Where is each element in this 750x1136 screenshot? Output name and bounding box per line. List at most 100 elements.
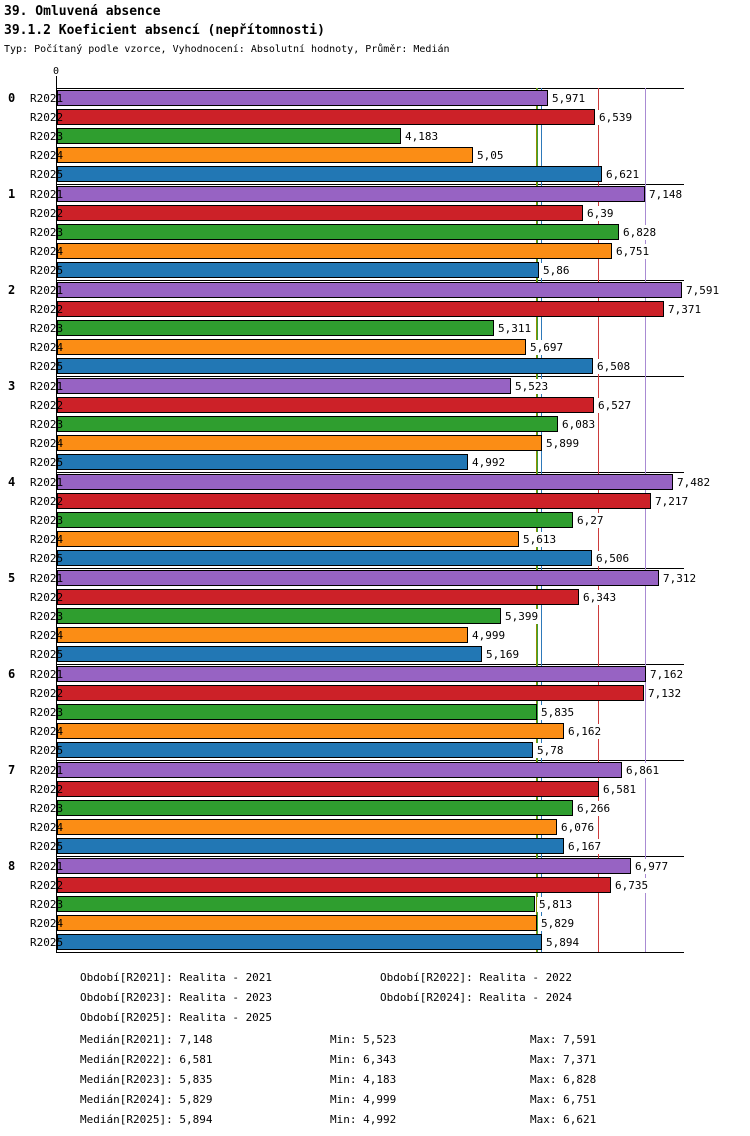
series-row-label: R2021 bbox=[30, 476, 64, 489]
legend-entry: Období[R2023]: Realita - 2023 bbox=[80, 991, 273, 1004]
series-row-label: R2024 bbox=[30, 341, 64, 354]
series-row-label: R2025 bbox=[30, 648, 64, 661]
bar-value-label: 5,78 bbox=[535, 743, 566, 758]
y-axis-line bbox=[56, 76, 57, 952]
bar-value-label: 5,697 bbox=[528, 340, 566, 355]
bar-value-label: 6,083 bbox=[560, 417, 598, 432]
stat-min: Min: 4,999 bbox=[330, 1093, 397, 1106]
bar-r2023-cat8 bbox=[57, 896, 535, 912]
bar-r2024-cat6 bbox=[57, 723, 564, 739]
bar-value-label: 7,312 bbox=[661, 571, 699, 586]
bar-r2021-cat2 bbox=[57, 282, 682, 298]
series-row-label: R2022 bbox=[30, 687, 64, 700]
stat-median: Medián[R2021]: 7,148 bbox=[80, 1033, 213, 1046]
series-row-label: R2024 bbox=[30, 821, 64, 834]
series-row-label: R2021 bbox=[30, 92, 64, 105]
bar-value-label: 5,523 bbox=[513, 379, 551, 394]
bar-r2023-cat0 bbox=[57, 128, 401, 144]
category-label: 3 bbox=[8, 379, 16, 393]
series-row-label: R2025 bbox=[30, 456, 64, 469]
bar-value-label: 5,829 bbox=[539, 916, 577, 931]
category-label: 5 bbox=[8, 571, 16, 585]
series-row-label: R2022 bbox=[30, 591, 64, 604]
series-row-label: R2024 bbox=[30, 917, 64, 930]
series-row-label: R2023 bbox=[30, 226, 64, 239]
bar-value-label: 6,508 bbox=[595, 359, 633, 374]
bar-r2024-cat0 bbox=[57, 147, 473, 163]
group-separator-line bbox=[56, 568, 684, 569]
bar-r2022-cat5 bbox=[57, 589, 579, 605]
group-separator-line bbox=[56, 88, 684, 89]
group-separator-line bbox=[56, 472, 684, 473]
group-separator-line bbox=[56, 856, 684, 857]
bar-r2025-cat7 bbox=[57, 838, 564, 854]
series-row-label: R2021 bbox=[30, 860, 64, 873]
series-row-label: R2024 bbox=[30, 245, 64, 258]
bar-r2023-cat6 bbox=[57, 704, 537, 720]
legend-entry: Období[R2022]: Realita - 2022 bbox=[380, 971, 573, 984]
series-row-label: R2021 bbox=[30, 764, 64, 777]
bar-r2024-cat1 bbox=[57, 243, 612, 259]
bar-value-label: 5,971 bbox=[550, 91, 588, 106]
bar-r2025-cat5 bbox=[57, 646, 482, 662]
bar-value-label: 6,27 bbox=[575, 513, 606, 528]
bar-r2021-cat5 bbox=[57, 570, 659, 586]
bar-value-label: 6,828 bbox=[621, 225, 659, 240]
bar-r2021-cat6 bbox=[57, 666, 646, 682]
category-label: 7 bbox=[8, 763, 16, 777]
bar-r2024-cat2 bbox=[57, 339, 526, 355]
bar-r2025-cat2 bbox=[57, 358, 593, 374]
bar-r2022-cat0 bbox=[57, 109, 595, 125]
series-row-label: R2023 bbox=[30, 418, 64, 431]
bar-r2021-cat8 bbox=[57, 858, 631, 874]
bar-value-label: 5,169 bbox=[484, 647, 522, 662]
bar-value-label: 5,311 bbox=[496, 321, 534, 336]
bar-value-label: 5,613 bbox=[521, 532, 559, 547]
bar-value-label: 5,894 bbox=[544, 935, 582, 950]
stat-max: Max: 7,371 bbox=[530, 1053, 597, 1066]
series-row-label: R2024 bbox=[30, 149, 64, 162]
bar-r2025-cat3 bbox=[57, 454, 468, 470]
bar-value-label: 6,539 bbox=[597, 110, 635, 125]
stat-max: Max: 7,591 bbox=[530, 1033, 597, 1046]
bar-r2022-cat1 bbox=[57, 205, 583, 221]
category-label: 0 bbox=[8, 91, 16, 105]
group-separator-line bbox=[56, 952, 684, 953]
bar-r2025-cat8 bbox=[57, 934, 542, 950]
series-row-label: R2021 bbox=[30, 668, 64, 681]
series-row-label: R2023 bbox=[30, 610, 64, 623]
bar-value-label: 7,591 bbox=[684, 283, 722, 298]
bar-r2024-cat3 bbox=[57, 435, 542, 451]
group-separator-line bbox=[56, 376, 684, 377]
bar-value-label: 6,162 bbox=[566, 724, 604, 739]
group-separator-line bbox=[56, 760, 684, 761]
series-row-label: R2025 bbox=[30, 552, 64, 565]
bar-r2021-cat7 bbox=[57, 762, 622, 778]
series-row-label: R2024 bbox=[30, 629, 64, 642]
bar-r2023-cat3 bbox=[57, 416, 558, 432]
bar-value-label: 6,977 bbox=[633, 859, 671, 874]
bar-r2022-cat8 bbox=[57, 877, 611, 893]
bar-r2022-cat2 bbox=[57, 301, 664, 317]
chart-subtitle: 39.1.2 Koeficient absencí (nepřítomnosti… bbox=[4, 23, 325, 38]
bar-value-label: 5,05 bbox=[475, 148, 506, 163]
stat-max: Max: 6,751 bbox=[530, 1093, 597, 1106]
x-axis-zero-tick: 0 bbox=[52, 66, 60, 77]
series-row-label: R2022 bbox=[30, 303, 64, 316]
bar-r2023-cat4 bbox=[57, 512, 573, 528]
bar-value-label: 6,735 bbox=[613, 878, 651, 893]
series-row-label: R2022 bbox=[30, 879, 64, 892]
bar-value-label: 6,076 bbox=[559, 820, 597, 835]
bar-value-label: 6,343 bbox=[581, 590, 619, 605]
category-label: 8 bbox=[8, 859, 16, 873]
bar-r2021-cat4 bbox=[57, 474, 673, 490]
bar-r2021-cat3 bbox=[57, 378, 511, 394]
bar-value-label: 6,621 bbox=[604, 167, 642, 182]
bar-value-label: 6,861 bbox=[624, 763, 662, 778]
series-row-label: R2025 bbox=[30, 168, 64, 181]
series-row-label: R2024 bbox=[30, 533, 64, 546]
bar-value-label: 5,813 bbox=[537, 897, 575, 912]
stat-median: Medián[R2022]: 6,581 bbox=[80, 1053, 213, 1066]
bar-r2023-cat5 bbox=[57, 608, 501, 624]
